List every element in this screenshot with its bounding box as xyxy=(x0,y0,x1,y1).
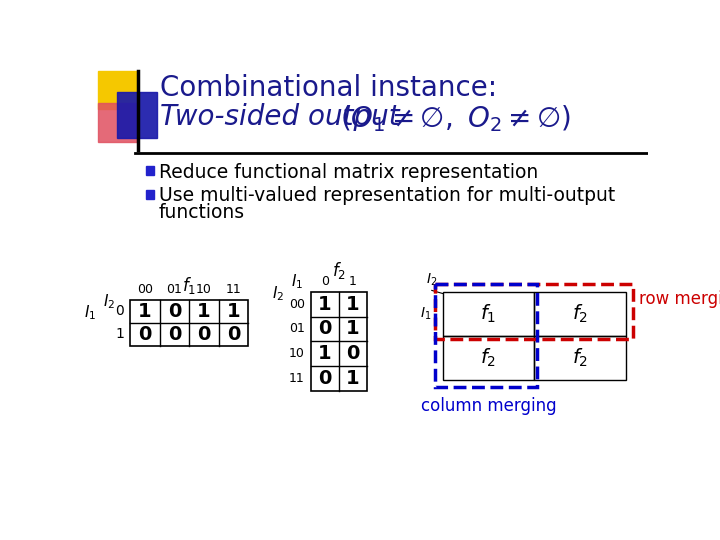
Text: 00: 00 xyxy=(289,298,305,311)
Text: $I_1$: $I_1$ xyxy=(291,272,303,291)
Bar xyxy=(435,284,537,387)
Text: 0: 0 xyxy=(138,325,152,344)
Text: $I_2$: $I_2$ xyxy=(272,284,284,303)
Text: 1: 1 xyxy=(197,302,211,321)
Text: $I_2$: $I_2$ xyxy=(102,292,114,310)
Text: column merging: column merging xyxy=(420,397,556,415)
Bar xyxy=(145,190,154,199)
Text: 0: 0 xyxy=(227,325,240,344)
Text: 1: 1 xyxy=(348,275,356,288)
Text: 0: 0 xyxy=(197,325,211,344)
Text: 0: 0 xyxy=(115,304,124,318)
Bar xyxy=(443,292,534,336)
Text: $f_2$: $f_2$ xyxy=(332,260,346,281)
Text: 0: 0 xyxy=(346,344,359,363)
Text: 1: 1 xyxy=(346,320,359,339)
Text: 0: 0 xyxy=(318,320,331,339)
Text: $I_1$: $I_1$ xyxy=(420,306,432,322)
Text: row merging: row merging xyxy=(639,291,720,308)
Text: 11: 11 xyxy=(289,372,305,384)
Text: 0: 0 xyxy=(321,275,329,288)
Text: 1: 1 xyxy=(318,295,332,314)
Text: $I_1$: $I_1$ xyxy=(84,303,96,322)
Bar xyxy=(117,92,158,138)
Text: $(O_1 \neq \varnothing,\ O_2 \neq \varnothing)$: $(O_1 \neq \varnothing,\ O_2 \neq \varno… xyxy=(341,103,571,134)
Text: $I_2$: $I_2$ xyxy=(426,272,438,288)
Text: 10: 10 xyxy=(289,347,305,360)
Bar xyxy=(443,336,534,380)
Text: $f_1$: $f_1$ xyxy=(182,275,197,296)
Text: 0: 0 xyxy=(168,325,181,344)
Text: 1: 1 xyxy=(138,302,152,321)
Bar xyxy=(145,166,154,175)
Bar xyxy=(98,103,137,142)
Text: $f_1$: $f_1$ xyxy=(480,303,497,325)
Text: 1: 1 xyxy=(227,302,240,321)
Text: Reduce functional matrix representation: Reduce functional matrix representation xyxy=(159,163,539,181)
Text: 10: 10 xyxy=(196,283,212,296)
Text: functions: functions xyxy=(159,204,245,222)
Text: 00: 00 xyxy=(137,283,153,296)
Text: $f_2$: $f_2$ xyxy=(480,347,496,369)
Text: $f_2$: $f_2$ xyxy=(572,303,588,325)
Text: Two-sided output: Two-sided output xyxy=(160,103,408,131)
Text: Use multi-valued representation for multi-output: Use multi-valued representation for mult… xyxy=(159,186,615,205)
Text: 0: 0 xyxy=(168,302,181,321)
Text: 11: 11 xyxy=(225,283,241,296)
Text: Combinational instance:: Combinational instance: xyxy=(160,74,497,102)
Text: 0: 0 xyxy=(318,369,331,388)
Text: 1: 1 xyxy=(346,369,359,388)
Text: 1: 1 xyxy=(318,344,332,363)
Text: 1: 1 xyxy=(115,327,124,341)
Text: 01: 01 xyxy=(166,283,182,296)
Bar xyxy=(130,300,248,346)
Text: 01: 01 xyxy=(289,322,305,335)
Text: $f_2$: $f_2$ xyxy=(572,347,588,369)
Bar xyxy=(534,292,626,336)
Bar xyxy=(534,336,626,380)
Bar xyxy=(311,292,366,390)
Bar xyxy=(98,71,137,110)
Bar xyxy=(435,284,634,339)
Text: 1: 1 xyxy=(346,295,359,314)
